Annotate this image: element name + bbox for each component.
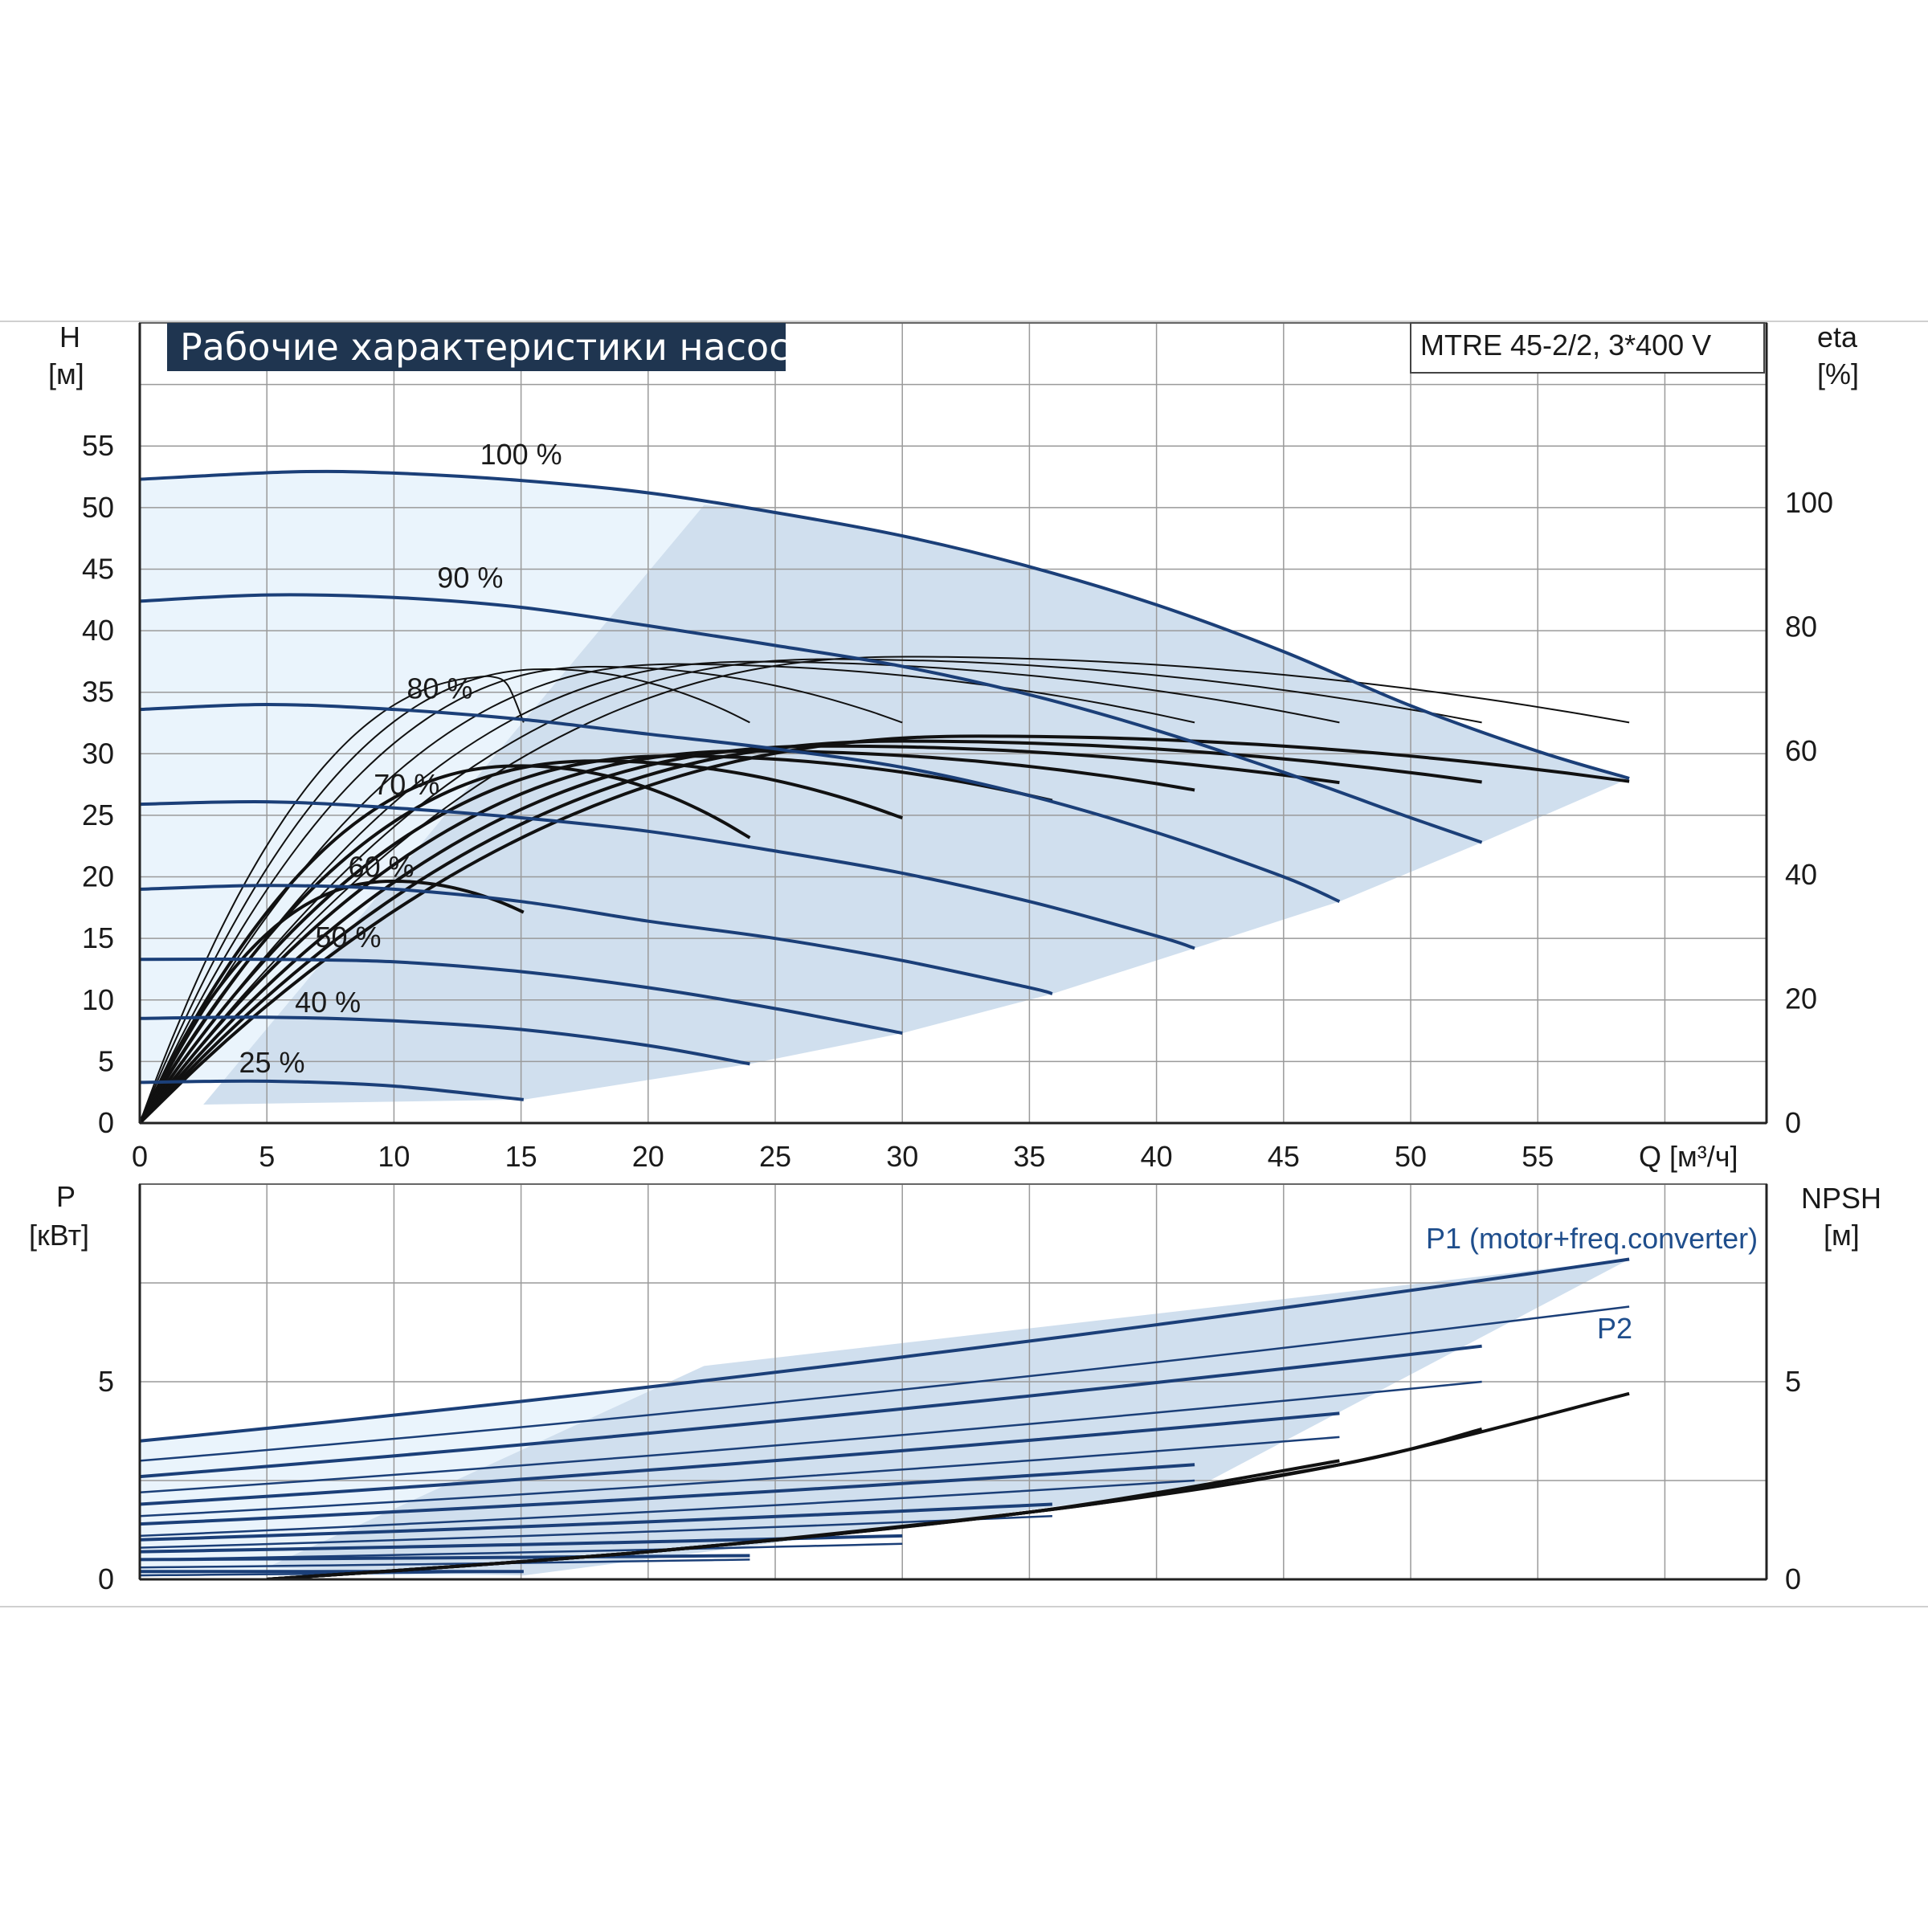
npsh-tick-label: 0 bbox=[1785, 1562, 1801, 1595]
p2-curve bbox=[140, 1380, 1482, 1494]
speed-label: 80 % bbox=[406, 672, 472, 705]
power-tick-label: 0 bbox=[98, 1562, 114, 1595]
x-tick-label: 5 bbox=[259, 1140, 275, 1173]
x-tick-label: 50 bbox=[1395, 1140, 1427, 1173]
npsh-axis-unit: [м] bbox=[1824, 1219, 1860, 1252]
npsh-axis-label: NPSH bbox=[1801, 1182, 1881, 1215]
power-axis-unit: [кВт] bbox=[29, 1219, 89, 1252]
eta-tick-label: 100 bbox=[1785, 486, 1833, 519]
efficiency-curve bbox=[140, 764, 751, 1123]
head-curve bbox=[140, 884, 1053, 996]
p1-curve bbox=[140, 1411, 1340, 1506]
x-tick-label: 35 bbox=[1013, 1140, 1045, 1173]
efficiency-curve bbox=[140, 879, 525, 1123]
head-axis-unit: [м] bbox=[48, 357, 84, 390]
x-tick-label: 15 bbox=[505, 1140, 537, 1173]
efficiency-curve bbox=[140, 675, 525, 1123]
p1-curve bbox=[140, 1502, 1053, 1542]
speed-label: 100 % bbox=[480, 438, 562, 471]
chart-title: Рабочие характеристики насоса bbox=[180, 325, 812, 369]
head-curve bbox=[140, 593, 1483, 844]
head-tick-label: 50 bbox=[82, 491, 114, 524]
model-label: MTRE 45-2/2, 3*400 V bbox=[1420, 329, 1711, 361]
head-tick-label: 40 bbox=[82, 614, 114, 647]
npsh-tick-label: 5 bbox=[1785, 1365, 1801, 1398]
head-tick-label: 20 bbox=[82, 860, 114, 893]
p2-curve bbox=[140, 1305, 1630, 1462]
head-grid bbox=[140, 323, 1767, 1123]
x-tick-label: 30 bbox=[886, 1140, 918, 1173]
x-tick-label: 25 bbox=[759, 1140, 791, 1173]
x-tick-label: 10 bbox=[378, 1140, 410, 1173]
efficiency-curve bbox=[140, 668, 750, 1123]
eta-tick-label: 20 bbox=[1785, 982, 1817, 1015]
p1-curve bbox=[140, 1463, 1195, 1526]
eta-tick-label: 0 bbox=[1785, 1106, 1801, 1139]
power-range-dark bbox=[267, 1259, 1630, 1576]
head-curve bbox=[140, 1015, 750, 1066]
power-axis-label: P bbox=[56, 1180, 76, 1213]
model-box bbox=[1410, 322, 1765, 374]
eta-tick-label: 60 bbox=[1785, 734, 1817, 767]
operating-range-dark bbox=[203, 504, 1630, 1105]
power-tick-label: 5 bbox=[98, 1365, 114, 1398]
efficiency-curve bbox=[140, 665, 903, 1123]
x-tick-label: 55 bbox=[1522, 1140, 1554, 1173]
head-tick-label: 10 bbox=[82, 983, 114, 1016]
speed-label: 90 % bbox=[437, 561, 503, 594]
efficiency-curve bbox=[140, 658, 1482, 1123]
efficiency-curve bbox=[140, 749, 1195, 1123]
head-tick-label: 35 bbox=[82, 676, 114, 709]
head-axis-label: H bbox=[59, 321, 80, 353]
efficiency-curve bbox=[140, 754, 1053, 1123]
eta-axis-unit: [%] bbox=[1817, 357, 1859, 390]
p2-curve bbox=[140, 1515, 1052, 1549]
head-tick-label: 25 bbox=[82, 799, 114, 831]
npsh-curve bbox=[267, 1486, 1195, 1579]
p2-curve bbox=[140, 1558, 750, 1569]
p1-curve bbox=[140, 1344, 1482, 1479]
eta-tick-label: 80 bbox=[1785, 610, 1817, 643]
title-box bbox=[167, 323, 786, 371]
speed-label: 25 % bbox=[239, 1046, 305, 1079]
p1-curve bbox=[140, 1257, 1630, 1443]
legend-p1: P1 (motor+freq.converter) bbox=[1426, 1222, 1758, 1255]
x-tick-label: 40 bbox=[1141, 1140, 1173, 1173]
p2-curve bbox=[140, 1436, 1340, 1517]
head-tick-label: 15 bbox=[82, 921, 114, 954]
head-curve bbox=[140, 799, 1195, 950]
head-tick-label: 55 bbox=[82, 429, 114, 462]
speed-label: 70 % bbox=[374, 768, 439, 801]
flow-axis-label: Q [м³/ч] bbox=[1639, 1140, 1738, 1173]
eta-axis-label: eta bbox=[1817, 321, 1858, 353]
eta-tick-label: 40 bbox=[1785, 858, 1817, 891]
head-tick-label: 5 bbox=[98, 1044, 114, 1077]
speed-label: 40 % bbox=[295, 986, 361, 1019]
legend-p2: P2 bbox=[1597, 1312, 1632, 1345]
head-tick-label: 30 bbox=[82, 737, 114, 770]
head-tick-label: 0 bbox=[98, 1106, 114, 1139]
x-tick-label: 45 bbox=[1268, 1140, 1300, 1173]
p2-curve bbox=[140, 1542, 903, 1561]
head-tick-label: 45 bbox=[82, 552, 114, 585]
p2-curve bbox=[140, 1479, 1195, 1538]
head-curve bbox=[140, 1079, 525, 1101]
speed-label: 50 % bbox=[315, 921, 381, 954]
speed-label: 60 % bbox=[349, 851, 415, 884]
x-tick-label: 0 bbox=[132, 1140, 148, 1173]
head-curve bbox=[140, 469, 1630, 780]
p1-curve bbox=[140, 1554, 750, 1562]
x-tick-label: 20 bbox=[632, 1140, 664, 1173]
head-curve bbox=[140, 957, 903, 1035]
head-curve bbox=[140, 702, 1341, 904]
